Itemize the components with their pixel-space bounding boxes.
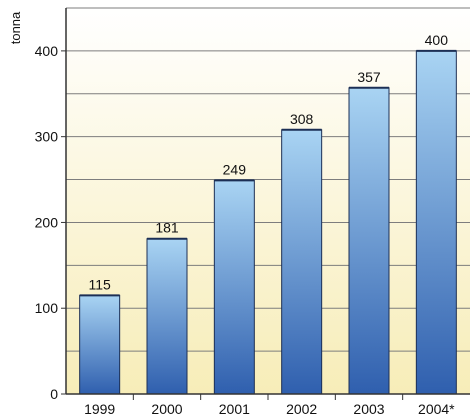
x-tick-label: 2003 (353, 401, 384, 417)
data-label: 308 (290, 111, 314, 127)
x-axis-ticks: 1999 2000 2001 2002 2003 2004* (84, 394, 455, 417)
data-label: 249 (223, 161, 247, 177)
x-tick-label: 2004* (418, 401, 455, 417)
data-label: 181 (155, 220, 179, 236)
data-label: 400 (425, 32, 449, 48)
gridlines (66, 7, 470, 352)
y-tick-label: 400 (35, 43, 59, 59)
plot-background (66, 8, 470, 394)
data-label: 115 (89, 276, 112, 292)
y-axis-ticks: 0 100 200 300 400 (35, 43, 66, 402)
y-axis-title: tonna (8, 11, 23, 44)
bar-1999 (79, 294, 121, 395)
y-tick-label: 200 (35, 214, 59, 230)
x-tick-label: 2000 (151, 401, 182, 417)
x-tick-label: 1999 (84, 401, 115, 417)
x-tick-label: 2001 (219, 401, 250, 417)
data-label: 357 (357, 69, 381, 85)
bar-2001 (213, 179, 255, 395)
y-tick-label: 300 (35, 129, 59, 145)
y-tick-label: 100 (35, 300, 59, 316)
bars (79, 49, 457, 395)
y-tick-label: 0 (50, 386, 58, 402)
data-labels: 115 181 249 308 357 400 (89, 32, 449, 292)
x-tick-label: 2002 (286, 401, 317, 417)
bar-2003 (348, 87, 390, 395)
bar-2004* (415, 50, 457, 395)
bar-2000 (146, 238, 188, 395)
bar-2002 (281, 129, 323, 395)
